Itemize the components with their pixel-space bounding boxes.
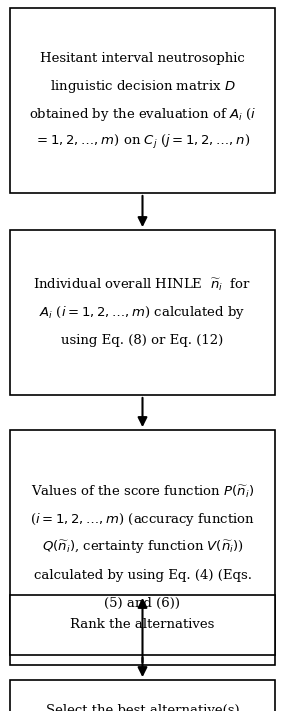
Text: (5) and (6)): (5) and (6)): [105, 597, 180, 610]
Text: Individual overall HINLE  $\widetilde{n}_i$  for: Individual overall HINLE $\widetilde{n}_…: [33, 277, 252, 293]
Text: Select the best alternative(s): Select the best alternative(s): [46, 703, 239, 711]
Text: Hesitant interval neutrosophic: Hesitant interval neutrosophic: [40, 52, 245, 65]
Text: $= 1, 2, \ldots, m$) on $C_j$ ($j = 1, 2, \ldots, n$): $= 1, 2, \ldots, m$) on $C_j$ ($j = 1, 2…: [34, 134, 251, 151]
Text: $Q(\widetilde{n}_i)$, certainty function $V(\widetilde{n}_i)$): $Q(\widetilde{n}_i)$, certainty function…: [42, 539, 243, 556]
Text: linguistic decision matrix $D$: linguistic decision matrix $D$: [50, 78, 235, 95]
Text: Values of the score function $P(\widetilde{n}_i)$: Values of the score function $P(\widetil…: [31, 483, 254, 500]
Bar: [10, 230, 275, 395]
Text: using Eq. (8) or Eq. (12): using Eq. (8) or Eq. (12): [61, 334, 224, 347]
Bar: [10, 430, 275, 665]
Text: calculated by using Eq. (4) (Eqs.: calculated by using Eq. (4) (Eqs.: [34, 569, 251, 582]
Bar: [10, 680, 275, 711]
Text: obtained by the evaluation of $A_i$ ($i$: obtained by the evaluation of $A_i$ ($i$: [29, 106, 256, 123]
Bar: [10, 595, 275, 655]
Text: $A_i$ ($i = 1, 2, \ldots, m$) calculated by: $A_i$ ($i = 1, 2, \ldots, m$) calculated…: [39, 304, 246, 321]
Text: ($i = 1, 2, \ldots, m$) (accuracy function: ($i = 1, 2, \ldots, m$) (accuracy functi…: [30, 511, 255, 528]
Text: Rank the alternatives: Rank the alternatives: [70, 619, 215, 631]
Bar: [10, 8, 275, 193]
